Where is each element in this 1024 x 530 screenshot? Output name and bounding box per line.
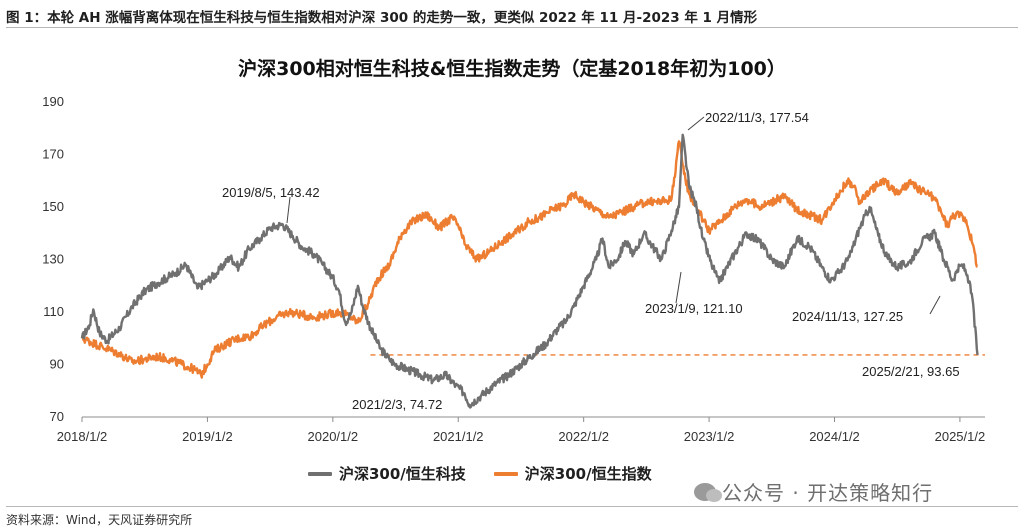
annotation-leader xyxy=(687,116,705,131)
caption-divider xyxy=(6,27,1018,28)
y-tick-label: 150 xyxy=(42,199,64,214)
legend-label-hsi: 沪深300/恒生指数 xyxy=(524,465,652,483)
legend-swatch-tech xyxy=(308,471,332,476)
y-tick-label: 90 xyxy=(50,357,64,372)
footer-divider xyxy=(6,506,1018,507)
annotation-label: 2025/2/21, 93.65 xyxy=(862,364,960,379)
x-tick-label: 2023/1/2 xyxy=(684,429,735,444)
y-tick-label: 70 xyxy=(50,409,64,424)
series-line-tech xyxy=(80,133,979,409)
y-tick-label: 190 xyxy=(42,94,64,109)
figure-caption: 图 1：本轮 AH 涨幅背离体现在恒生科技与恒生指数相对沪深 300 的走势一致… xyxy=(6,10,758,26)
x-axis: 2018/1/2 2019/1/2 2020/1/2 2021/1/2 2022/1/2… xyxy=(57,416,986,444)
x-tick-label: 2021/1/2 xyxy=(433,429,484,444)
legend-item-hsi: 沪深300/恒生指数 xyxy=(493,463,652,484)
source-note: 资料来源：Wind，天风证券研究所 xyxy=(6,513,193,527)
annotation-label: 2024/11/13, 127.25 xyxy=(792,309,903,324)
x-tick-label: 2018/1/2 xyxy=(57,429,108,444)
y-tick-label: 110 xyxy=(43,304,64,319)
legend-label-tech: 沪深300/恒生科技 xyxy=(339,465,466,483)
legend-item-tech: 沪深300/恒生科技 xyxy=(308,463,466,484)
annotation-label: 2019/8/5, 143.42 xyxy=(222,185,320,200)
watermark: 公众号 · 开达策略知行 xyxy=(694,477,933,506)
x-tick-label: 2025/1/2 xyxy=(935,429,986,444)
chart-title: 沪深300相对恒生科技&恒生指数走势（定基2018年初为100） xyxy=(238,58,786,80)
annotation-leader xyxy=(929,295,941,315)
x-tick-label: 2022/1/2 xyxy=(558,429,609,444)
x-tick-label: 2020/1/2 xyxy=(308,429,359,444)
x-tick-label: 2024/1/2 xyxy=(809,429,860,444)
y-tick-label: 170 xyxy=(42,147,64,162)
legend-swatch-hsi xyxy=(493,471,518,476)
legend: 沪深300/恒生科技 沪深300/恒生指数 xyxy=(308,463,652,484)
annotation-label: 2023/1/9, 121.10 xyxy=(645,301,743,316)
wechat-icon xyxy=(694,482,722,502)
annotation-label: 2021/2/3, 74.72 xyxy=(352,397,442,412)
y-tick-label: 130 xyxy=(42,252,64,267)
series-line-hsi xyxy=(80,140,978,379)
y-axis-ticks: 70 90 110 130 150 170 190 xyxy=(42,94,64,424)
annotation-leader xyxy=(675,271,682,304)
watermark-text: 公众号 · 开达策略知行 xyxy=(722,481,934,505)
x-tick-label: 2019/1/2 xyxy=(182,429,233,444)
annotation-leader xyxy=(286,196,291,224)
series-group xyxy=(80,133,979,409)
annotations-group: 2019/8/5, 143.42 2021/2/3, 74.72 2022/11/3… xyxy=(222,110,960,412)
annotation-label: 2022/11/3, 177.54 xyxy=(705,110,809,125)
